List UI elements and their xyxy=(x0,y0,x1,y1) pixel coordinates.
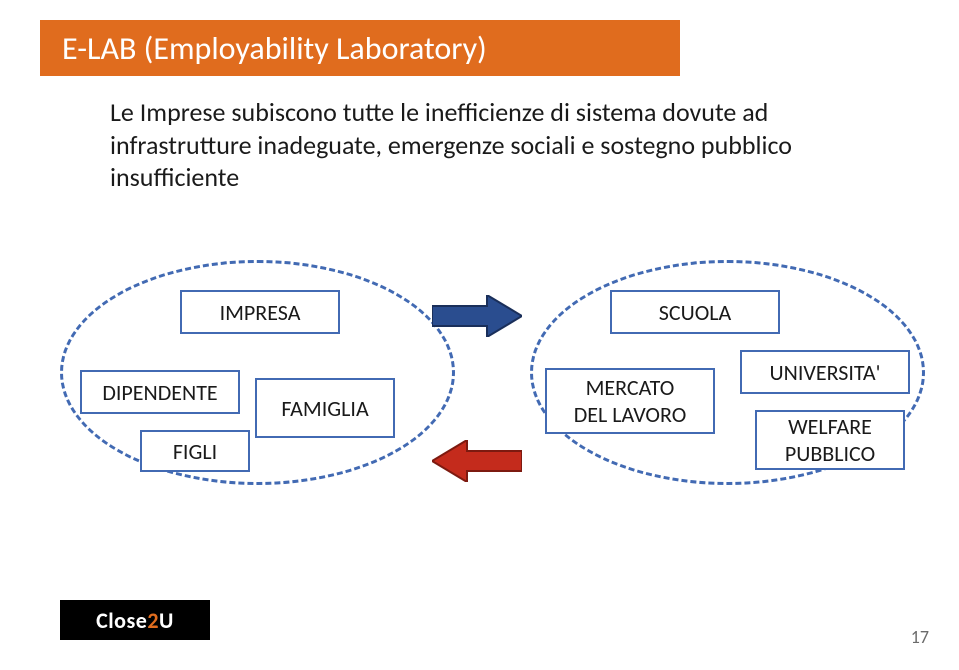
arrow-right-icon xyxy=(432,295,522,337)
box-famiglia: FAMIGLIA xyxy=(255,378,395,438)
box-impresa: IMPRESA xyxy=(180,290,340,334)
box-dipendente-label: DIPENDENTE xyxy=(102,379,217,406)
box-welfare: WELFAREPUBBLICO xyxy=(755,410,905,470)
page-number: 17 xyxy=(911,626,929,648)
box-dipendente: DIPENDENTE xyxy=(80,370,240,414)
box-scuola-label: SCUOLA xyxy=(659,299,732,326)
brand-logo: Close2U xyxy=(60,600,210,640)
box-mercato-label: MERCATODEL LAVORO xyxy=(574,374,687,428)
arrow-left-icon xyxy=(432,440,522,482)
box-figli: FIGLI xyxy=(140,430,250,472)
box-figli-label: FIGLI xyxy=(173,438,217,465)
box-famiglia-label: FAMIGLIA xyxy=(281,395,368,422)
box-impresa-label: IMPRESA xyxy=(220,299,301,326)
box-welfare-label: WELFAREPUBBLICO xyxy=(785,413,875,467)
subtitle-text: Le Imprese subiscono tutte le inefficien… xyxy=(110,96,850,194)
box-mercato: MERCATODEL LAVORO xyxy=(545,368,715,434)
box-scuola: SCUOLA xyxy=(610,290,780,334)
logo-suffix: U xyxy=(159,607,174,634)
logo-prefix: Close xyxy=(96,607,147,634)
box-universita-label: UNIVERSITA' xyxy=(770,359,881,386)
title-bar: E-LAB (Employability Laboratory) xyxy=(40,20,680,76)
page-title: E-LAB (Employability Laboratory) xyxy=(62,29,487,68)
box-universita: UNIVERSITA' xyxy=(740,350,910,394)
logo-accent: 2 xyxy=(147,607,159,634)
